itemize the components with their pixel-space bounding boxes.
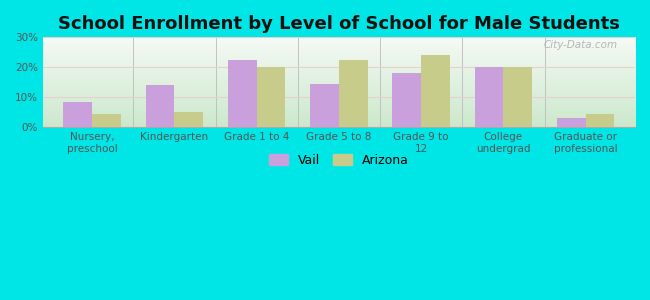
- Bar: [474, 67, 503, 127]
- Bar: [393, 73, 421, 127]
- Bar: [421, 55, 450, 127]
- Bar: [64, 102, 92, 127]
- Bar: [586, 114, 614, 127]
- Bar: [310, 84, 339, 127]
- Legend: Vail, Arizona: Vail, Arizona: [263, 148, 415, 173]
- Bar: [257, 67, 285, 127]
- Bar: [557, 118, 586, 127]
- Title: School Enrollment by Level of School for Male Students: School Enrollment by Level of School for…: [58, 15, 620, 33]
- Text: City-Data.com: City-Data.com: [543, 40, 618, 50]
- Bar: [339, 60, 368, 127]
- Bar: [503, 67, 532, 127]
- Bar: [146, 85, 174, 127]
- Bar: [92, 114, 121, 127]
- Bar: [228, 60, 257, 127]
- Bar: [174, 112, 203, 127]
